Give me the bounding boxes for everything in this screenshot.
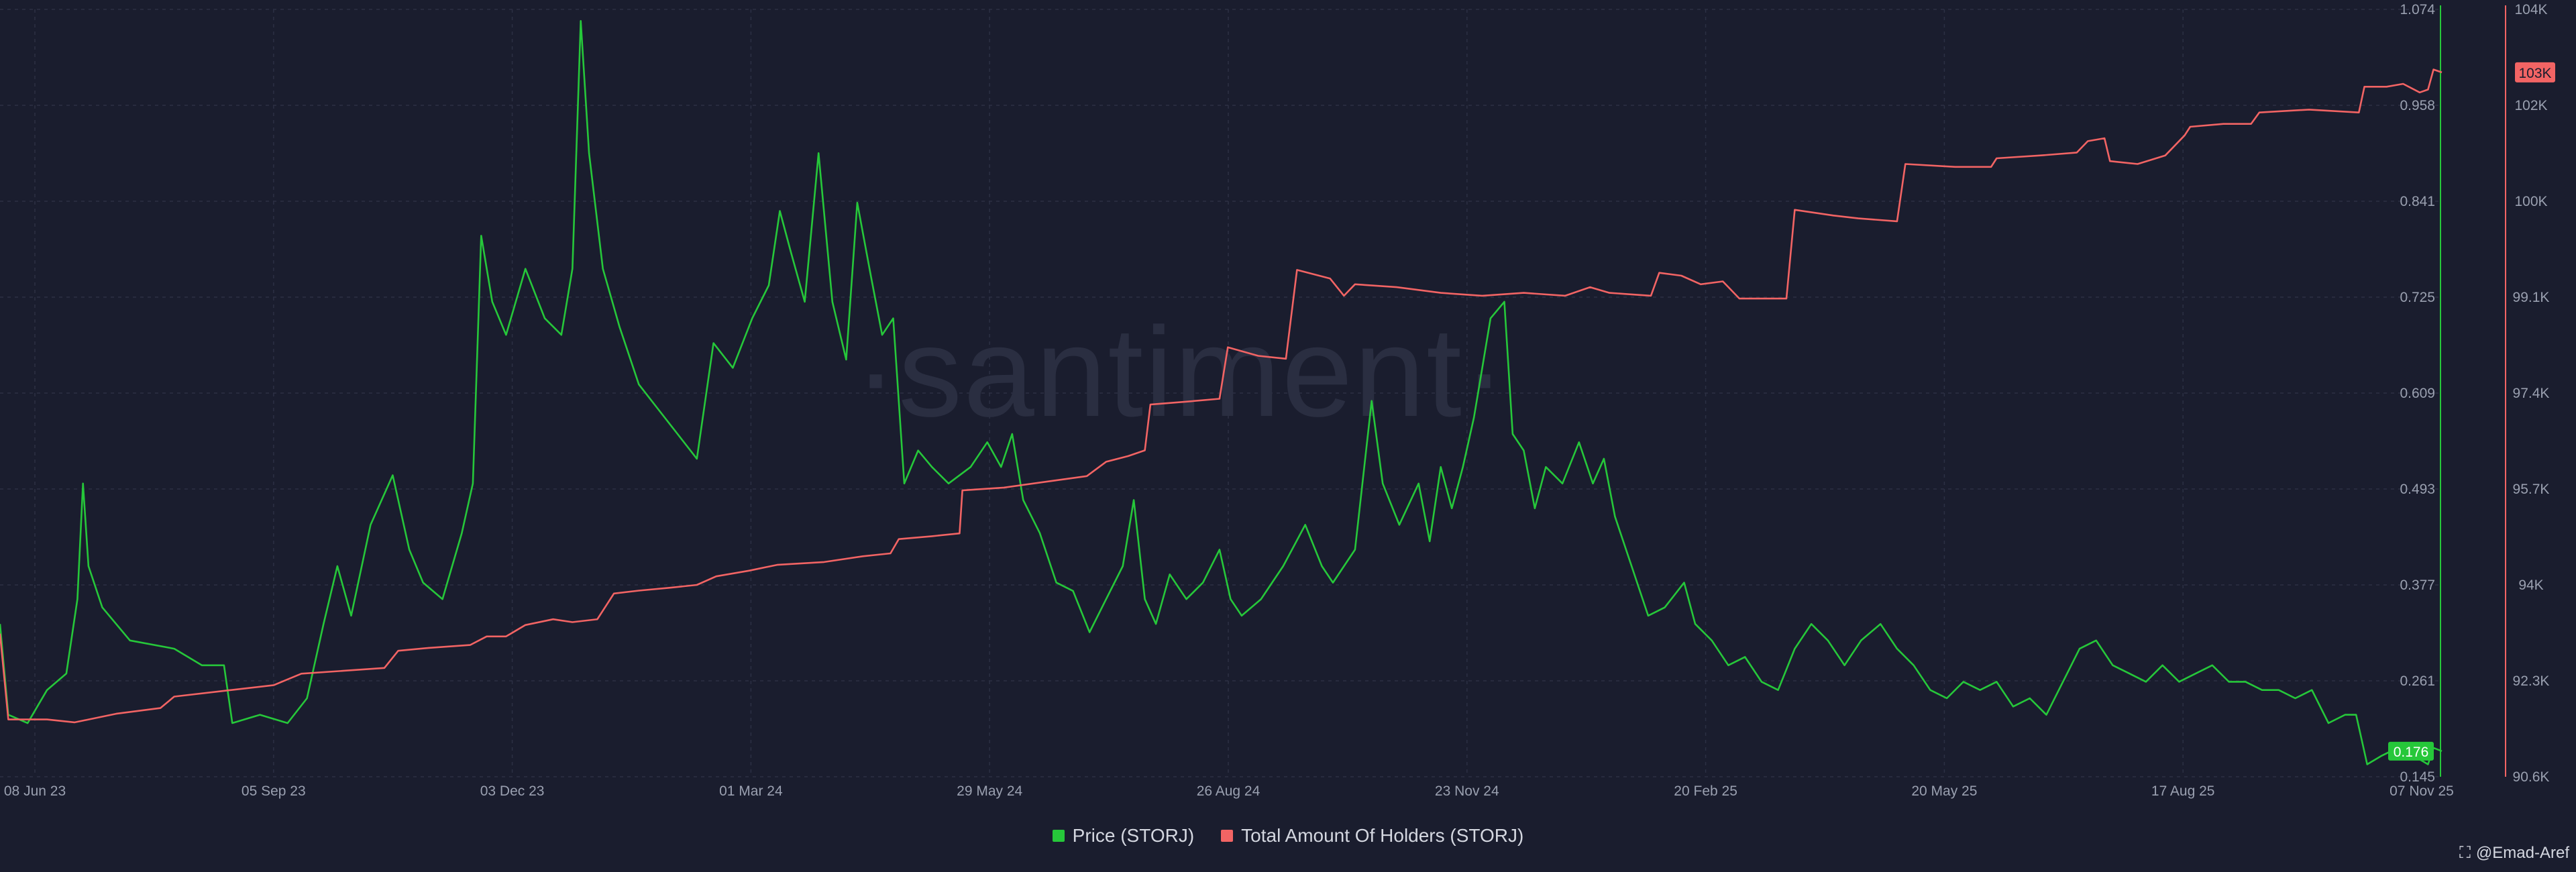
holders-axis-tick: 97.4K: [2513, 386, 2550, 401]
axes: 1.074 104K 0.958 102K 0.841 100K 0.725 99.1K 0.6…: [4, 2, 2550, 799]
price-axis-tick: 0.609: [2400, 386, 2435, 401]
price-current-value: 0.176: [2394, 745, 2429, 760]
holders-swatch: [1221, 830, 1234, 842]
legend-item-price[interactable]: Price (STORJ): [1052, 825, 1195, 847]
holders-axis-tick: 90.6K: [2513, 769, 2550, 785]
holders-current-badge: [2515, 62, 2555, 83]
holders-axis-tick: 104K: [2514, 2, 2547, 17]
holders-current-value: 103K: [2518, 66, 2551, 81]
holders-axis-tick: 100K: [2514, 194, 2547, 209]
holders-series-line: [0, 68, 2443, 724]
x-axis-tick: 29 May 24: [957, 783, 1022, 799]
price-axis-tick: 0.377: [2400, 578, 2435, 593]
holders-axis-tick: 99.1K: [2513, 290, 2550, 305]
legend: Price (STORJ) Total Amount Of Holders (S…: [0, 825, 2576, 847]
legend-label-price: Price (STORJ): [1072, 825, 1195, 846]
price-swatch: [1052, 830, 1065, 842]
network-icon: ⛶: [2459, 844, 2471, 862]
price-current-badge: [2388, 741, 2434, 761]
x-axis-tick: 03 Dec 23: [480, 783, 545, 799]
x-axis-tick: 05 Sep 23: [241, 783, 306, 799]
x-axis-tick: 17 Aug 25: [2151, 783, 2215, 799]
holders-axis-tick: 92.3K: [2513, 673, 2550, 689]
price-axis-tick: 0.145: [2400, 769, 2435, 785]
price-axis-tick: 0.841: [2400, 194, 2435, 209]
x-axis-tick: 20 Feb 25: [1674, 783, 1737, 799]
santiment-watermark: ·santiment·: [855, 301, 1507, 443]
current-value-badges: 0.176 103K: [2388, 62, 2555, 761]
legend-label-holders: Total Amount Of Holders (STORJ): [1241, 825, 1524, 846]
price-axis-tick: 0.261: [2400, 673, 2435, 689]
price-axis-tick: 0.725: [2400, 290, 2435, 305]
legend-item-holders[interactable]: Total Amount Of Holders (STORJ): [1221, 825, 1523, 847]
x-axis-tick: 08 Jun 23: [4, 783, 66, 799]
price-series-line: [0, 19, 2443, 765]
author-credit[interactable]: ⛶ @Emad-Aref: [2459, 844, 2569, 863]
x-axis-tick: 07 Nov 25: [2390, 783, 2454, 799]
holders-axis-tick: 94K: [2518, 578, 2543, 593]
price-axis-tick: 0.958: [2400, 98, 2435, 113]
price-axis-tick: 0.493: [2400, 482, 2435, 497]
x-axis-tick: 23 Nov 24: [1435, 783, 1499, 799]
series: [0, 19, 2443, 765]
x-axis-tick: 26 Aug 24: [1197, 783, 1260, 799]
holders-axis-tick: 102K: [2514, 98, 2547, 113]
holders-axis-tick: 95.7K: [2513, 482, 2550, 497]
x-axis-tick: 01 Mar 24: [719, 783, 783, 799]
credit-text: @Emad-Aref: [2475, 844, 2569, 862]
x-axis-tick: 20 May 25: [1911, 783, 1977, 799]
price-axis-tick: 1.074: [2400, 2, 2435, 17]
